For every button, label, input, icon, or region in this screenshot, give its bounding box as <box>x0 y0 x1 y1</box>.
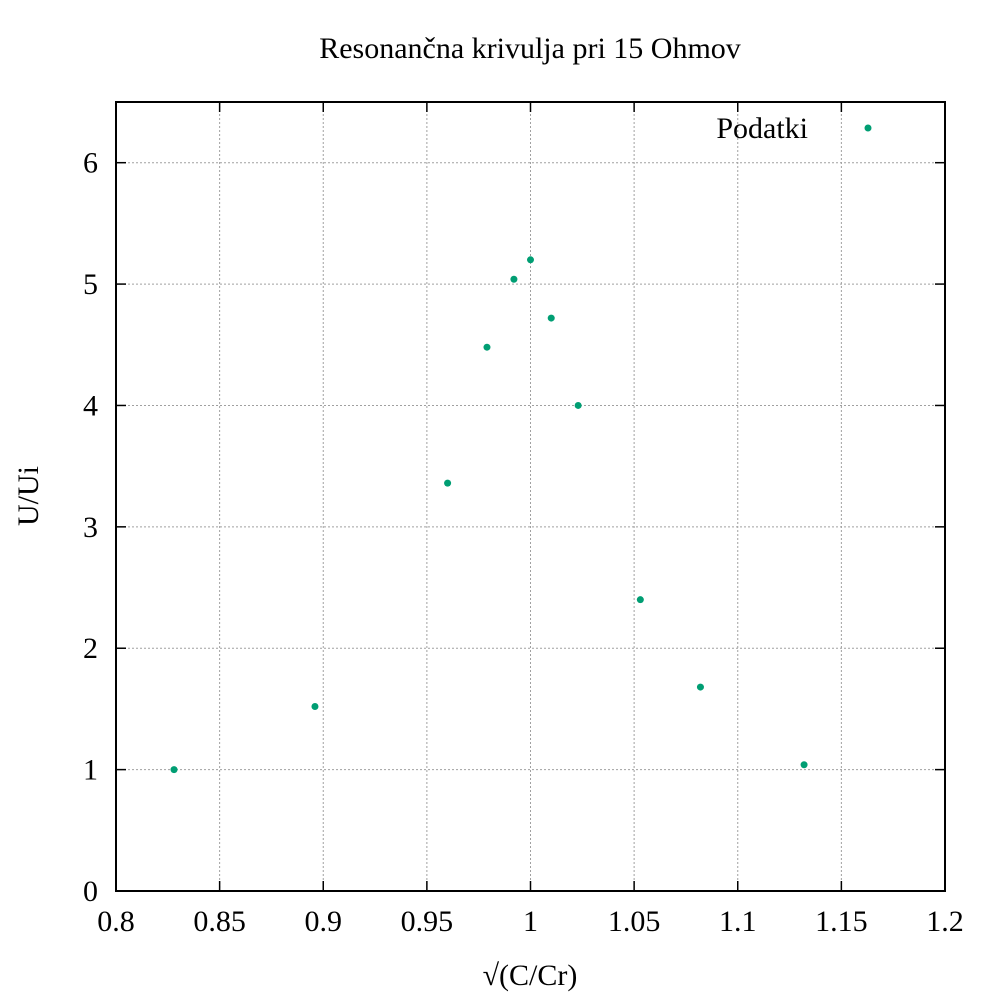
data-point <box>547 314 555 322</box>
data-point <box>636 596 644 604</box>
x-tick-label: 0.85 <box>193 905 246 938</box>
x-axis-label: √(C/Cr) <box>483 959 578 992</box>
x-tick-label: 1.1 <box>719 905 757 938</box>
data-points <box>170 256 808 774</box>
grid-lines <box>116 102 945 891</box>
y-tick-label: 0 <box>83 875 98 908</box>
x-tick-label: 1.2 <box>926 905 964 938</box>
data-point <box>510 275 518 283</box>
y-tick-label: 3 <box>83 511 98 544</box>
chart-title: Resonančna krivulja pri 15 Ohmov <box>319 32 741 65</box>
plot-frame <box>115 101 946 892</box>
data-point <box>800 761 808 769</box>
x-tick-label: 1.15 <box>815 905 868 938</box>
data-point <box>444 479 452 487</box>
data-point <box>527 256 534 264</box>
x-tick-label: 0.8 <box>97 905 135 938</box>
x-tick-label: 1 <box>523 905 538 938</box>
y-tick-label: 1 <box>83 754 98 787</box>
y-tick-label: 5 <box>83 268 98 301</box>
x-tick-label: 0.9 <box>305 905 343 938</box>
legend-marker <box>864 124 872 132</box>
y-tick-label: 2 <box>83 632 98 665</box>
y-tick-label: 4 <box>83 389 98 422</box>
y-axis-label: U/Ui <box>12 466 45 526</box>
data-point <box>483 343 491 351</box>
data-point <box>311 702 319 710</box>
axis-ticks: 0.8 0.85 0.9 0.95 1 1.05 1.1 1.15 1.2 0 1 2 3 4 5 6 <box>83 102 964 938</box>
legend-entry-label: Podatki <box>716 112 808 145</box>
x-tick-label: 0.95 <box>401 905 454 938</box>
data-point <box>574 401 582 409</box>
data-point <box>170 766 178 774</box>
legend: Podatki <box>716 112 872 145</box>
y-tick-label: 6 <box>83 147 98 180</box>
data-point <box>696 683 704 691</box>
x-tick-label: 1.05 <box>608 905 661 938</box>
